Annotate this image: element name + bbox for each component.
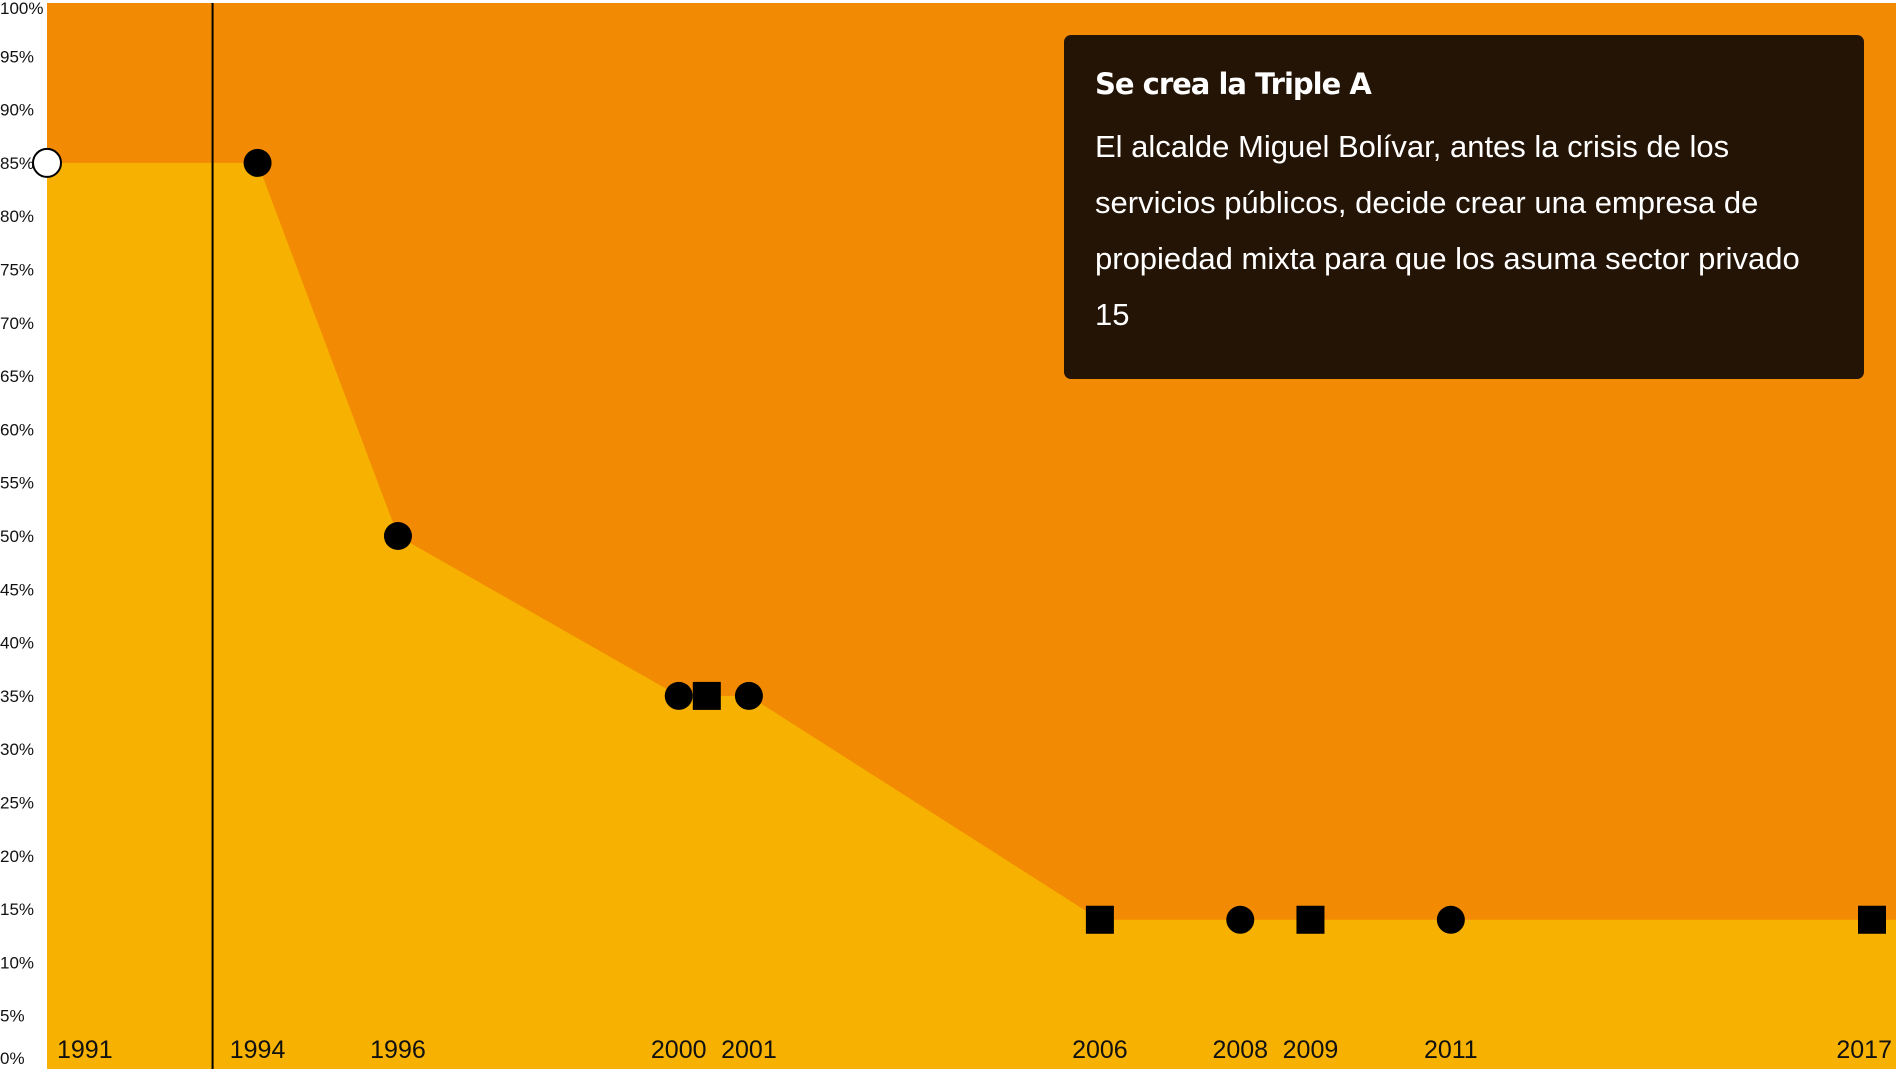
y-axis-ticks: 0% 5% 10% 15% 20% 25% 30% 35% 40% 45% 50% 55% 60% 65%…	[0, 0, 43, 1068]
y-tick-label: 85%	[0, 154, 34, 173]
x-tick-label: 2017	[1836, 1036, 1892, 1064]
y-tick-label: 100%	[0, 0, 43, 18]
x-tick-label: 2011	[1424, 1036, 1478, 1064]
y-tick-label: 35%	[0, 687, 34, 706]
y-tick-label: 10%	[0, 953, 34, 972]
tooltip-title: Se crea la Triple A	[1095, 67, 1372, 101]
data-point-open-circle[interactable]	[32, 147, 62, 178]
data-point-square[interactable]	[692, 681, 721, 710]
event-tooltip: Se crea la Triple A El alcalde Miguel Bo…	[1064, 35, 1864, 379]
data-point-square[interactable]	[1085, 905, 1114, 934]
data-point-circle[interactable]	[1226, 905, 1255, 934]
y-tick-label: 80%	[0, 207, 34, 226]
lower-area	[47, 162, 1896, 1069]
x-axis-ticks: 1991 1994 1996 2000 2001 2006 2008 2009 2011 2017	[57, 1036, 1892, 1064]
y-tick-label: 95%	[0, 47, 34, 66]
y-tick-label: 25%	[0, 794, 34, 813]
data-point-circle[interactable]	[243, 148, 272, 177]
x-tick-label: 1994	[230, 1036, 286, 1064]
y-tick-label: 90%	[0, 101, 34, 120]
x-tick-label: 2008	[1212, 1036, 1268, 1064]
x-tick-label: 1996	[370, 1036, 426, 1064]
x-tick-label: 2001	[721, 1036, 777, 1064]
y-tick-label: 50%	[0, 527, 34, 546]
data-point-circle[interactable]	[664, 681, 693, 710]
data-markers[interactable]	[32, 147, 1886, 934]
y-tick-label: 55%	[0, 474, 34, 493]
y-tick-label: 75%	[0, 261, 34, 280]
y-tick-label: 0%	[0, 1049, 25, 1068]
y-tick-label: 5%	[0, 1007, 25, 1026]
x-tick-label: 2009	[1283, 1036, 1339, 1064]
y-tick-label: 65%	[0, 367, 34, 386]
y-tick-label: 40%	[0, 634, 34, 653]
tooltip-body: El alcalde Miguel Bolívar, antes la cris…	[1095, 129, 1800, 332]
data-point-square[interactable]	[1858, 905, 1886, 934]
data-point-square[interactable]	[1296, 905, 1325, 934]
y-tick-label: 70%	[0, 314, 34, 333]
x-tick-label: 2000	[651, 1036, 707, 1064]
x-tick-label: 2006	[1072, 1036, 1128, 1064]
y-tick-label: 15%	[0, 900, 34, 919]
y-tick-label: 45%	[0, 580, 34, 599]
y-tick-label: 20%	[0, 847, 34, 866]
data-point-circle[interactable]	[383, 522, 412, 550]
y-tick-label: 60%	[0, 420, 34, 439]
y-tick-label: 30%	[0, 740, 34, 759]
x-tick-label: 1991	[57, 1036, 113, 1064]
data-point-circle[interactable]	[1436, 905, 1465, 934]
data-point-circle[interactable]	[734, 681, 763, 710]
